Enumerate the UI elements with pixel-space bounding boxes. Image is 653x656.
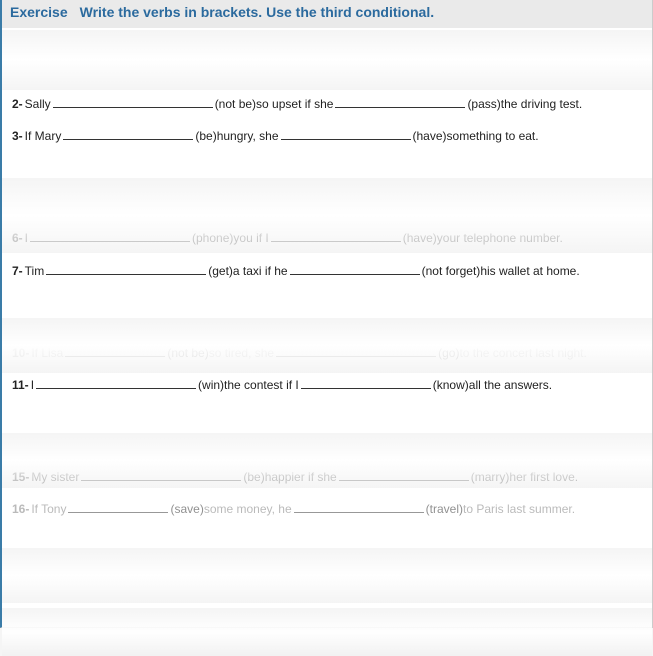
verb-bracket: (travel) bbox=[426, 500, 463, 519]
exercise-instruction: Write the verbs in brackets. Use the thi… bbox=[80, 4, 434, 20]
blank-input[interactable] bbox=[290, 261, 420, 275]
sentence-row: 6-I (phone) you if I (have) your telepho… bbox=[12, 222, 642, 254]
row-subject: I bbox=[25, 229, 28, 248]
verb-bracket: (be) bbox=[195, 127, 216, 146]
verb-bracket: (know) bbox=[433, 376, 469, 395]
sentence-row: 3-If Mary (be) hungry, she (have) someth… bbox=[12, 120, 642, 152]
verb-bracket: (have) bbox=[413, 127, 447, 146]
verb-bracket: (save) bbox=[170, 500, 203, 519]
blank-input[interactable] bbox=[36, 375, 196, 389]
mid-text: some money, he bbox=[204, 500, 292, 519]
row-number: 15- bbox=[12, 468, 29, 487]
sentence-row: 7-Tim (get) a taxi if he (not forget) hi… bbox=[12, 255, 642, 287]
sentence-row: 16-If Tony (save) some money, he (travel… bbox=[12, 493, 642, 525]
mid-text: hungry, she bbox=[217, 127, 279, 146]
blank-input[interactable] bbox=[276, 343, 436, 357]
blank-input[interactable] bbox=[281, 126, 411, 140]
row-number: 10- bbox=[12, 344, 29, 363]
verb-bracket: (phone) bbox=[192, 229, 233, 248]
verb-bracket: (marry) bbox=[471, 468, 510, 487]
mid-text: happier if she bbox=[265, 468, 337, 487]
blur-region-5 bbox=[2, 548, 652, 603]
verb-bracket: (be) bbox=[243, 468, 264, 487]
sentence-row: 15-My sister (be) happier if she (marry)… bbox=[12, 461, 642, 493]
blank-input[interactable] bbox=[46, 261, 206, 275]
sentence-row: 2-Sally (not be) so upset if she (pass) … bbox=[12, 88, 642, 120]
blank-input[interactable] bbox=[63, 126, 193, 140]
end-text: the driving test. bbox=[501, 95, 582, 114]
sentence-row: 10-If Lisa (not be) so tired, she (go) t… bbox=[12, 337, 642, 369]
row-subject: Sally bbox=[25, 95, 51, 114]
verb-bracket: (not be) bbox=[215, 95, 256, 114]
blank-input[interactable] bbox=[271, 228, 401, 242]
row-number: 16- bbox=[12, 500, 29, 519]
blank-input[interactable] bbox=[294, 499, 424, 513]
end-text: all the answers. bbox=[469, 376, 552, 395]
mid-text: the contest if I bbox=[224, 376, 299, 395]
end-text: your telephone number. bbox=[437, 229, 563, 248]
row-number: 11- bbox=[12, 376, 29, 395]
row-subject: If Tony bbox=[31, 500, 66, 519]
verb-bracket: (not be) bbox=[167, 344, 208, 363]
blank-input[interactable] bbox=[339, 467, 469, 481]
row-number: 3- bbox=[12, 127, 23, 146]
end-text: to the concert last night. bbox=[459, 344, 586, 363]
blank-input[interactable] bbox=[30, 228, 190, 242]
row-subject: If Lisa bbox=[31, 344, 63, 363]
verb-bracket: (get) bbox=[208, 262, 233, 281]
mid-text: so tired, she bbox=[209, 344, 274, 363]
blur-region-6 bbox=[2, 608, 652, 656]
content-area: 2-Sally (not be) so upset if she (pass) … bbox=[2, 28, 652, 526]
mid-text: you if I bbox=[233, 229, 268, 248]
row-subject: My sister bbox=[31, 468, 79, 487]
row-subject: I bbox=[31, 376, 34, 395]
sentence-row: 11-I (win) the contest if I (know) all t… bbox=[12, 369, 642, 401]
verb-bracket: (not forget) bbox=[422, 262, 481, 281]
end-text: to Paris last summer. bbox=[463, 500, 575, 519]
end-text: his wallet at home. bbox=[480, 262, 579, 281]
blank-input[interactable] bbox=[65, 343, 165, 357]
mid-text: a taxi if he bbox=[233, 262, 288, 281]
row-subject: If Mary bbox=[25, 127, 62, 146]
verb-bracket: (have) bbox=[403, 229, 437, 248]
blank-input[interactable] bbox=[68, 499, 168, 513]
verb-bracket: (win) bbox=[198, 376, 224, 395]
verb-bracket: (go) bbox=[438, 344, 459, 363]
row-subject: Tim bbox=[25, 262, 45, 281]
row-number: 6- bbox=[12, 229, 23, 248]
end-text: something to eat. bbox=[447, 127, 539, 146]
row-number: 7- bbox=[12, 262, 23, 281]
blank-input[interactable] bbox=[81, 467, 241, 481]
blank-input[interactable] bbox=[301, 375, 431, 389]
end-text: her first love. bbox=[509, 468, 578, 487]
worksheet-container: Exercise Write the verbs in brackets. Us… bbox=[0, 0, 653, 628]
exercise-label: Exercise bbox=[10, 4, 68, 20]
row-number: 2- bbox=[12, 95, 23, 114]
blank-input[interactable] bbox=[335, 94, 465, 108]
verb-bracket: (pass) bbox=[467, 95, 500, 114]
exercise-header: Exercise Write the verbs in brackets. Us… bbox=[2, 0, 652, 28]
blank-input[interactable] bbox=[53, 94, 213, 108]
mid-text: so upset if she bbox=[256, 95, 333, 114]
